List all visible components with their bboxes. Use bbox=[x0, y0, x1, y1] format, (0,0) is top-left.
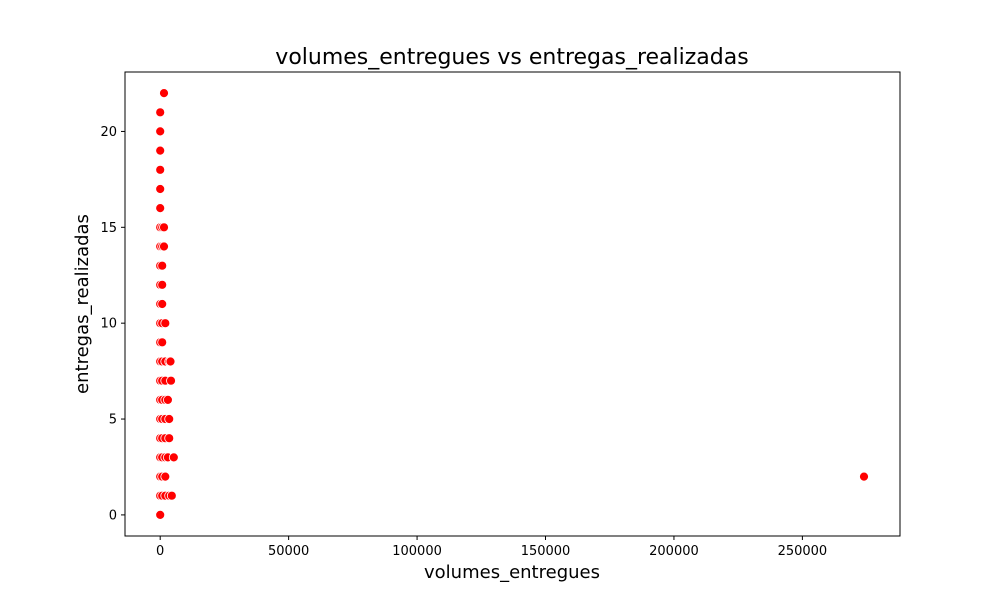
x-tick-label: 100000 bbox=[392, 544, 442, 559]
data-point bbox=[155, 184, 166, 194]
data-points bbox=[155, 88, 869, 520]
data-point bbox=[155, 510, 166, 520]
data-point bbox=[157, 279, 168, 290]
y-tick-label: 20 bbox=[100, 125, 117, 140]
data-point bbox=[160, 471, 171, 482]
data-point bbox=[166, 375, 176, 386]
x-tick-label: 200000 bbox=[649, 544, 699, 559]
data-point bbox=[165, 356, 176, 367]
x-tick-label: 50000 bbox=[268, 544, 309, 559]
data-point bbox=[157, 299, 168, 309]
data-point bbox=[168, 452, 179, 463]
y-tick-label: 10 bbox=[100, 317, 117, 332]
data-point bbox=[157, 337, 168, 348]
data-point bbox=[155, 145, 166, 156]
data-point bbox=[160, 318, 171, 329]
y-axis-label: entregas_realizadas bbox=[72, 214, 93, 394]
data-point bbox=[155, 107, 166, 118]
data-point bbox=[159, 222, 169, 233]
data-point bbox=[164, 414, 175, 424]
chart-title: volumes_entregues vs entregas_realizadas bbox=[275, 45, 748, 70]
data-point bbox=[157, 260, 168, 271]
data-point bbox=[164, 433, 175, 444]
data-point bbox=[859, 471, 869, 482]
plot-area bbox=[124, 71, 901, 537]
x-axis: 0 50000 100000 150000 200000 250000 bbox=[156, 536, 827, 559]
data-point bbox=[159, 88, 169, 98]
data-point bbox=[155, 126, 166, 137]
y-tick-label: 5 bbox=[109, 413, 117, 428]
x-tick-label: 250000 bbox=[778, 544, 828, 559]
x-axis-label: volumes_entregues bbox=[424, 562, 600, 583]
data-point bbox=[159, 241, 169, 252]
data-point bbox=[155, 203, 166, 214]
data-point bbox=[166, 490, 177, 501]
x-tick-label: 0 bbox=[156, 544, 164, 559]
x-tick-label: 150000 bbox=[521, 544, 571, 559]
data-point bbox=[155, 164, 166, 175]
y-tick-label: 0 bbox=[109, 508, 117, 523]
y-axis: 0 5 10 15 20 bbox=[100, 125, 125, 523]
data-point bbox=[162, 394, 173, 405]
y-tick-label: 15 bbox=[100, 221, 117, 236]
